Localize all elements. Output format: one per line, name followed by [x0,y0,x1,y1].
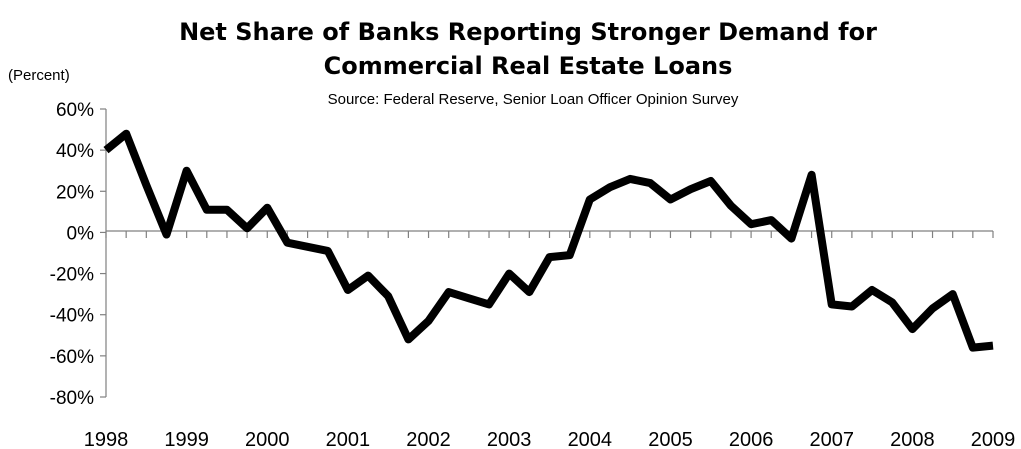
x-tick-label: 2002 [406,429,451,449]
y-tick-label: -20% [50,265,94,286]
x-tick-label: 1998 [84,429,129,449]
y-tick-label: 20% [56,182,94,203]
y-tick-label: 60% [56,100,94,121]
y-tick-label: -80% [50,388,94,409]
x-tick-label: 2008 [890,429,935,449]
chart-title-line-1: Net Share of Banks Reporting Stronger De… [179,18,877,46]
x-tick-label: 2006 [729,429,774,449]
y-tick-label: -60% [50,347,94,368]
y-tick-label: -40% [50,306,94,327]
x-tick-label: 2009 [971,429,1016,449]
x-tick-label: 1999 [164,429,209,449]
x-tick-label: 2005 [648,429,693,449]
axes [100,108,994,398]
y-tick-label: 40% [56,141,94,162]
x-tick-label: 2000 [245,429,290,449]
y-tick-label: 0% [67,223,95,244]
y-tick-labels: 60% 40% 20% 0% -20% -40% -60% -80% [50,100,94,409]
x-tick-label: 2007 [809,429,854,449]
y-axis-unit-label: (Percent) [8,67,70,84]
x-tick-label: 2001 [326,429,371,449]
x-tick-label: 2003 [487,429,532,449]
series-line [103,129,994,352]
x-tick-labels: 1998 1999 2000 2001 2002 2003 2004 2005 2006 2007… [84,429,1016,449]
x-tick-label: 2004 [568,429,613,449]
series-layer [103,129,994,352]
chart-subtitle: Source: Federal Reserve, Senior Loan Off… [328,91,739,108]
chart-title-line-2: Commercial Real Estate Loans [324,52,733,80]
